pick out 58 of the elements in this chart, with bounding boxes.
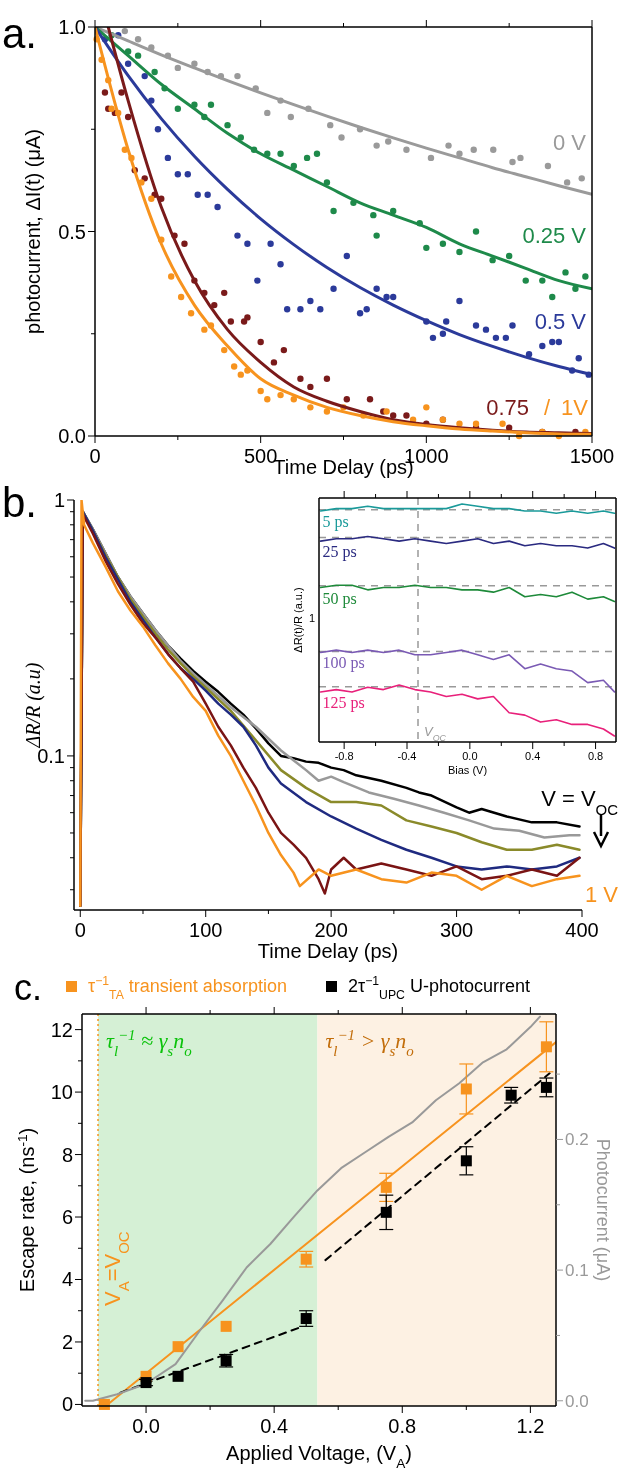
x-axis-title: Applied Voltage, (V$_{A}$) (226, 1442, 412, 1471)
series-label: 0.75 (486, 395, 529, 420)
y-tick-label: 2 (61, 1330, 73, 1353)
y-tick-label: 1 (53, 489, 65, 511)
y-tick-label: 0.0 (58, 425, 86, 447)
y-tick-label: 4 (61, 1268, 73, 1291)
chart-title: c. (14, 967, 43, 1008)
x-tick-label: 0.8 (388, 1415, 417, 1437)
y2-tick-label: 0.0 (565, 1391, 589, 1411)
band-label: τ$_{l}$$^{−1}$ ≈ γ$_{s}$n$_{o}$ (106, 1027, 193, 1059)
series-label: 50 ps (322, 589, 357, 608)
y2-tick-label: 0.2 (565, 1130, 589, 1150)
x-tick-label: 200 (314, 919, 348, 941)
y-tick-label: 10 (50, 1081, 73, 1104)
x-tick-label: 100 (189, 919, 223, 941)
x-tick-label: 400 (565, 919, 599, 941)
chart-title: b. (2, 479, 38, 526)
series-label: 5 ps (322, 512, 349, 531)
annotation: / (544, 395, 551, 420)
series-label: 0 V (552, 130, 587, 155)
series-label: 1 V (584, 882, 619, 907)
x-tick-label: 300 (439, 919, 474, 941)
y-tick-label: 0.5 (58, 220, 86, 243)
y-tick-label: 12 (50, 1018, 73, 1041)
annotation: 1 (308, 612, 315, 624)
x-tick-label: 0.4 (525, 750, 541, 762)
series-label: V = V$_{OC}$ (541, 786, 619, 818)
y-tick-label: 0 (61, 1393, 73, 1416)
y-tick-label: 6 (61, 1206, 73, 1229)
x-axis-title: Time Delay (ps) (257, 940, 399, 962)
band-label: τ$_{l}$$^{−1}$ > γ$_{s}$n$_{o}$ (325, 1027, 415, 1059)
x-tick-label: 1500 (569, 445, 615, 467)
y-tick-label: 8 (61, 1143, 73, 1166)
x-tick-label: 0.8 (587, 750, 604, 762)
series-label: 0.5 V (534, 309, 587, 334)
legend-label: τ$^{−1}$$_{TA}$ transient absorption (88, 974, 287, 1002)
y2-tick-label: 0.1 (565, 1261, 589, 1281)
y-axis-title: ΔR/R (a.u) (22, 662, 45, 749)
x-axis-title: Bias (V) (447, 764, 488, 776)
ref-line-label: V$_{OC}$ (424, 724, 447, 743)
series-label: 125 ps (322, 693, 365, 712)
x-tick-label: 0 (89, 445, 101, 467)
x-tick-label: -0.4 (397, 750, 417, 762)
y-axis-title: photocurrent, ΔI(t) (μA) (22, 129, 44, 334)
x-tick-label: 1.2 (516, 1415, 545, 1437)
series-label: 1V (561, 395, 589, 420)
series-label: 100 ps (322, 654, 365, 673)
y2-axis-title: Photocurrent (μA) (593, 1138, 613, 1282)
x-tick-label: 0.4 (260, 1415, 289, 1437)
x-tick-label: 0.0 (462, 750, 478, 762)
y-axis-title: ΔR(t)/R (a.u.) (292, 587, 304, 653)
x-tick-label: -0.8 (334, 750, 354, 762)
y-tick-label: 1.0 (58, 16, 86, 38)
x-tick-label: 0.0 (132, 1415, 160, 1437)
series-label: 0.25 V (522, 223, 587, 248)
legend-label: 2τ$^{−1}$$_{UPC}$ U-photocurrent (348, 974, 530, 1002)
series-label: 25 ps (322, 543, 357, 562)
chart-title: a. (2, 10, 38, 57)
